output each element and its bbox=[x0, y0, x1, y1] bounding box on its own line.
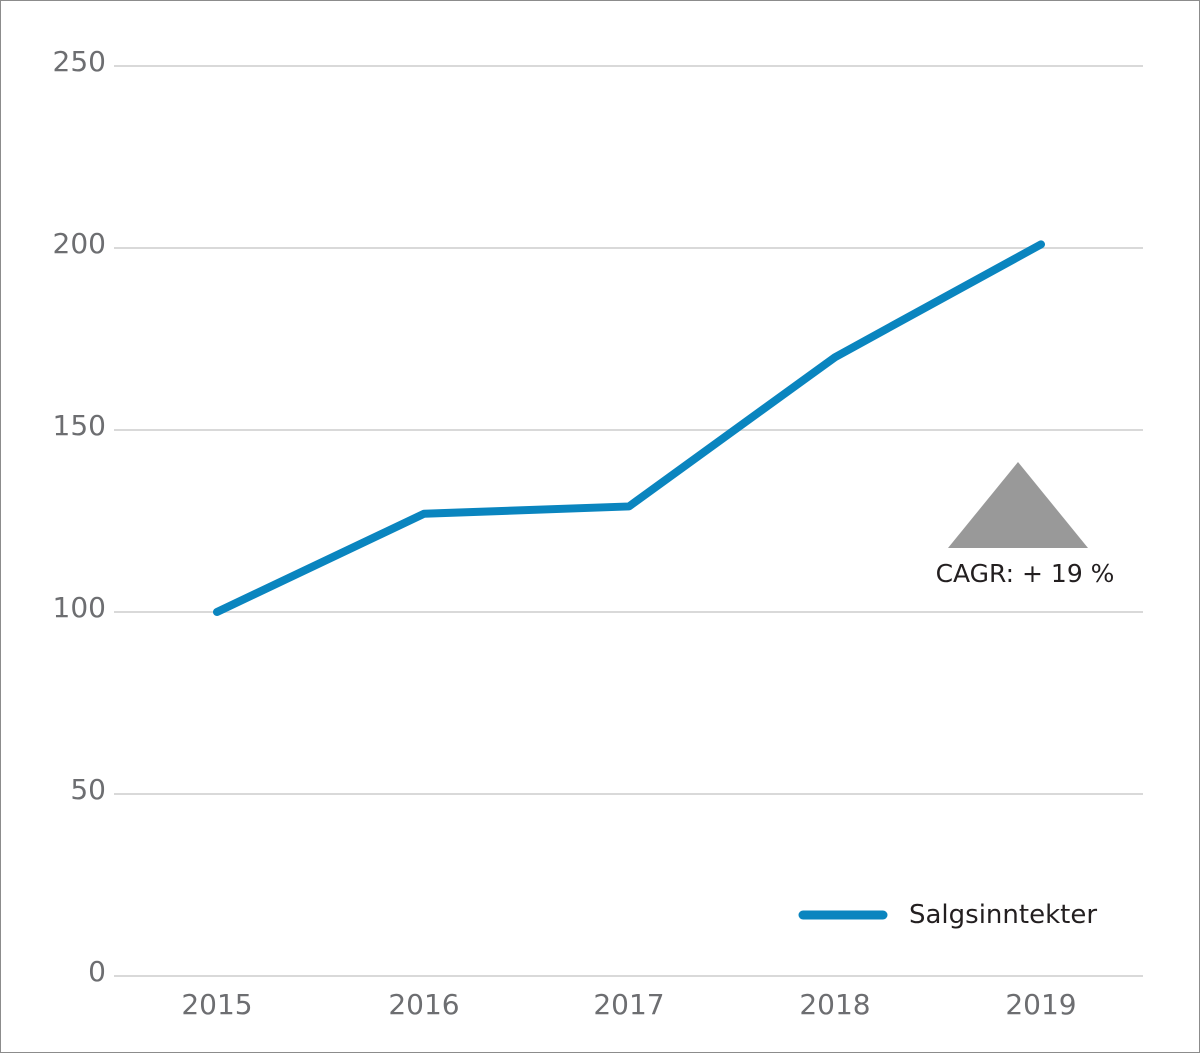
legend: Salgsinntekter bbox=[798, 900, 1097, 930]
up-triangle-icon bbox=[948, 462, 1088, 548]
data-point bbox=[628, 505, 630, 507]
y-tick-label: 50 bbox=[70, 773, 106, 806]
data-point bbox=[1040, 243, 1042, 245]
x-axis-ticks: 2015 2016 2017 2018 2019 bbox=[181, 988, 1076, 1021]
series-layer bbox=[213, 240, 1045, 616]
y-tick-label: 200 bbox=[53, 227, 106, 260]
cagr-label: CAGR: + 19 % bbox=[936, 559, 1115, 588]
y-tick-label: 100 bbox=[53, 591, 106, 624]
y-tick-label: 150 bbox=[53, 409, 106, 442]
x-tick-label: 2015 bbox=[181, 988, 252, 1021]
y-axis-ticks: 0 50 100 150 200 250 bbox=[53, 45, 106, 988]
x-tick-label: 2017 bbox=[593, 988, 664, 1021]
x-tick-label: 2018 bbox=[799, 988, 870, 1021]
data-point bbox=[216, 611, 218, 613]
y-tick-label: 0 bbox=[88, 955, 106, 988]
data-point bbox=[423, 513, 425, 515]
x-tick-label: 2016 bbox=[388, 988, 459, 1021]
cagr-annotation: CAGR: + 19 % bbox=[936, 462, 1115, 588]
grid-lines bbox=[114, 65, 1143, 977]
data-point bbox=[834, 356, 836, 358]
y-tick-label: 250 bbox=[53, 45, 106, 78]
legend-label: Salgsinntekter bbox=[909, 900, 1097, 930]
x-tick-label: 2019 bbox=[1005, 988, 1076, 1021]
series-line-0 bbox=[213, 240, 1045, 616]
